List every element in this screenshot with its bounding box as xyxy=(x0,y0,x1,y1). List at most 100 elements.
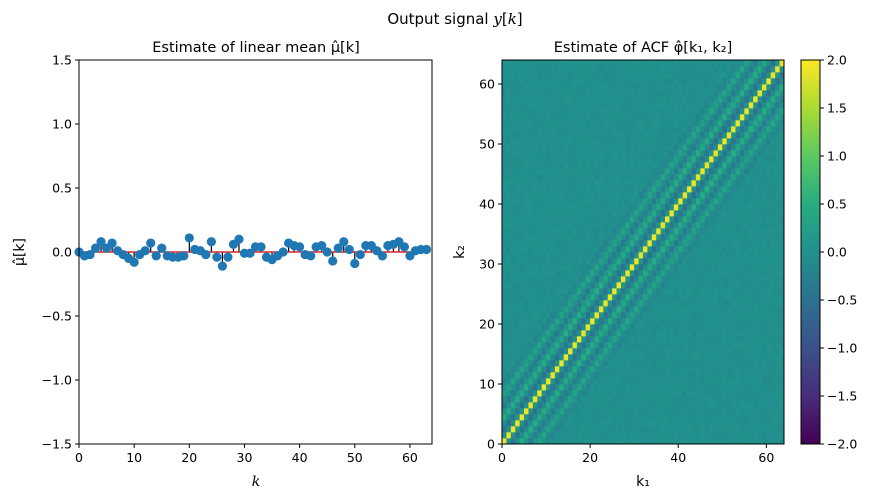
heatmap-cell xyxy=(691,258,697,265)
heatmap-cell xyxy=(510,336,516,343)
heatmap-cell xyxy=(585,246,591,253)
heatmap-cell xyxy=(572,216,578,223)
heatmap-cell xyxy=(717,72,723,79)
heatmap-cell xyxy=(524,162,529,169)
heatmap-cell xyxy=(726,288,732,295)
heatmap-cell xyxy=(766,186,772,193)
heatmap-cell xyxy=(625,204,631,211)
heatmap-cell xyxy=(744,414,750,421)
heatmap-cell xyxy=(713,168,719,175)
heatmap-cell xyxy=(757,414,763,421)
heatmap-cell xyxy=(620,372,626,379)
heatmap-cell xyxy=(700,186,706,193)
heatmap-cell xyxy=(585,210,591,217)
heatmap-cell xyxy=(537,84,543,91)
heatmap-cell xyxy=(510,276,516,283)
heatmap-cell xyxy=(559,162,565,169)
heatmap-cell xyxy=(559,270,565,277)
heatmap-cell xyxy=(643,390,648,397)
heatmap-cell xyxy=(554,174,560,181)
heatmap-cell xyxy=(629,330,635,337)
heatmap-cell xyxy=(568,72,573,79)
heatmap-cell xyxy=(590,390,595,397)
heatmap-cell xyxy=(524,66,529,73)
heatmap-cell xyxy=(598,396,604,403)
heatmap-cell xyxy=(598,78,604,85)
heatmap-cell xyxy=(541,438,547,445)
heatmap-cell xyxy=(612,276,617,283)
heatmap-cell xyxy=(594,96,600,103)
heatmap-cell xyxy=(665,330,670,337)
heatmap-cell xyxy=(576,438,582,445)
heatmap-cell xyxy=(638,84,644,91)
heatmap-cell xyxy=(682,192,688,199)
heatmap-cell xyxy=(673,408,679,415)
heatmap-cell xyxy=(713,66,719,73)
heatmap-cell xyxy=(678,378,684,385)
heatmap-cell xyxy=(603,102,609,109)
heatmap-cell xyxy=(748,324,754,331)
heatmap-cell xyxy=(709,168,714,175)
heatmap-cell xyxy=(528,282,534,289)
heatmap-cell xyxy=(704,108,710,115)
heatmap-cell xyxy=(660,102,666,109)
heatmap-cell xyxy=(700,426,706,433)
heatmap-cell xyxy=(673,60,679,67)
heatmap-cell xyxy=(687,72,692,79)
heatmap-cell xyxy=(559,108,565,115)
heatmap-cell xyxy=(761,78,767,85)
heatmap-cell xyxy=(726,78,732,85)
heatmap-cell xyxy=(739,372,745,379)
heatmap-cell xyxy=(766,306,772,313)
heatmap-cell xyxy=(731,336,736,343)
heatmap-cell xyxy=(532,378,538,385)
heatmap-cell xyxy=(550,102,556,109)
heatmap-cell xyxy=(506,150,512,157)
heatmap-cell xyxy=(629,204,635,211)
heatmap-cell xyxy=(660,180,666,187)
heatmap-cell xyxy=(537,192,543,199)
heatmap-cell xyxy=(598,156,604,163)
heatmap-cell xyxy=(748,84,754,91)
heatmap-cell xyxy=(572,426,578,433)
heatmap-cell xyxy=(607,288,613,295)
heatmap-cell xyxy=(656,246,661,253)
heatmap-cell xyxy=(612,300,617,307)
heatmap-cell xyxy=(757,408,763,415)
heatmap-cell xyxy=(532,330,538,337)
heatmap-cell xyxy=(603,246,609,253)
heatmap-cell xyxy=(695,408,701,415)
heatmap-cell xyxy=(691,246,697,253)
heatmap-cell xyxy=(532,402,538,409)
heatmap-cell xyxy=(691,270,697,277)
heatmap-cell xyxy=(739,420,745,427)
heatmap-cell xyxy=(502,120,507,127)
heatmap-cell xyxy=(656,114,661,121)
heatmap-cell xyxy=(669,342,675,349)
heatmap-cell xyxy=(651,270,657,277)
heatmap-cell xyxy=(651,366,657,373)
heatmap-cell xyxy=(559,366,565,373)
heatmap-cell xyxy=(731,228,736,235)
heatmap-cell xyxy=(634,402,639,409)
heatmap-cell xyxy=(563,384,569,391)
heatmap-cell xyxy=(590,396,595,403)
heatmap-cell xyxy=(651,78,657,85)
heatmap-cell xyxy=(695,84,701,91)
heatmap-cell xyxy=(572,132,578,139)
heatmap-cell xyxy=(598,252,604,259)
heatmap-cell xyxy=(669,270,675,277)
heatmap-cell xyxy=(744,390,750,397)
heatmap-cell xyxy=(581,306,587,313)
heatmap-cell xyxy=(775,144,780,151)
heatmap-cell xyxy=(726,90,732,97)
heatmap-cell xyxy=(532,360,538,367)
heatmap-cell xyxy=(510,228,516,235)
heatmap-cell xyxy=(766,408,772,415)
heatmap-cell xyxy=(607,138,613,145)
heatmap-cell xyxy=(528,378,534,385)
heatmap-cell xyxy=(687,162,692,169)
heatmap-cell xyxy=(554,408,560,415)
heatmap-cell xyxy=(502,96,507,103)
heatmap-cell xyxy=(603,228,609,235)
